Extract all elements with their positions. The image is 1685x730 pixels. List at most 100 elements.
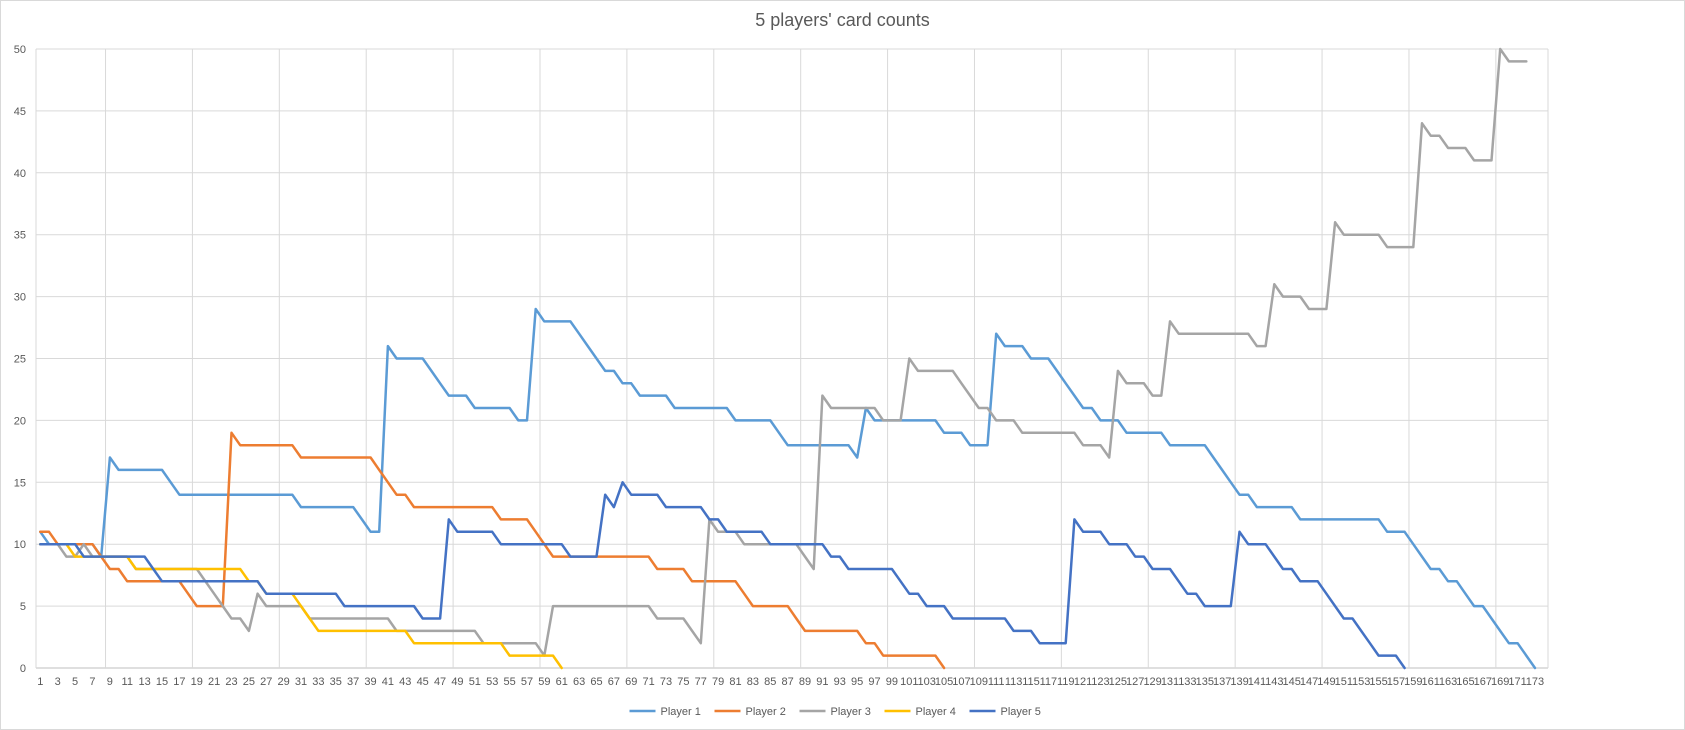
- y-tick-label: 20: [14, 415, 26, 427]
- y-tick-label: 35: [14, 230, 26, 242]
- x-tick-label: 1: [37, 676, 43, 688]
- x-tick-label: 107: [952, 676, 970, 688]
- x-tick-label: 125: [1109, 676, 1127, 688]
- x-tick-label: 49: [451, 676, 463, 688]
- x-tick-label: 75: [677, 676, 689, 688]
- x-tick-label: 155: [1369, 676, 1387, 688]
- x-tick-label: 95: [851, 676, 863, 688]
- y-tick-label: 25: [14, 354, 26, 366]
- x-tick-label: 17: [173, 676, 185, 688]
- x-tick-label: 161: [1422, 676, 1440, 688]
- x-tick-label: 159: [1404, 676, 1422, 688]
- x-tick-label: 15: [156, 676, 168, 688]
- y-tick-label: 10: [14, 539, 26, 551]
- x-tick-label: 173: [1526, 676, 1544, 688]
- x-tick-label: 13: [138, 676, 150, 688]
- y-tick-label: 15: [14, 477, 26, 489]
- x-tick-label: 57: [521, 676, 533, 688]
- x-tick-label: 91: [816, 676, 828, 688]
- x-tick-label: 169: [1491, 676, 1509, 688]
- y-tick-label: 5: [20, 601, 26, 613]
- x-tick-label: 145: [1282, 676, 1300, 688]
- x-tick-label: 67: [608, 676, 620, 688]
- legend-label: Player 4: [916, 706, 956, 718]
- x-tick-label: 87: [782, 676, 794, 688]
- x-tick-label: 111: [988, 676, 1005, 688]
- legend-label: Player 5: [1001, 706, 1041, 718]
- x-tick-label: 119: [1057, 676, 1075, 688]
- x-tick-label: 7: [89, 676, 95, 688]
- legend-label: Player 3: [831, 706, 871, 718]
- series-line: [39, 431, 946, 670]
- x-tick-label: 99: [886, 676, 898, 688]
- x-tick-label: 71: [642, 676, 654, 688]
- series-line: [39, 47, 1528, 657]
- x-tick-label: 33: [312, 676, 324, 688]
- x-tick-label: 47: [434, 676, 446, 688]
- x-tick-label: 121: [1074, 676, 1092, 688]
- x-tick-label: 103: [918, 676, 936, 688]
- x-tick-label: 131: [1161, 676, 1179, 688]
- x-tick-label: 9: [107, 676, 113, 688]
- x-tick-label: 29: [278, 676, 290, 688]
- x-tick-label: 61: [556, 676, 568, 688]
- x-tick-label: 11: [122, 676, 133, 688]
- x-tick-label: 25: [243, 676, 255, 688]
- x-tick-label: 81: [729, 676, 741, 688]
- legend-label: Player 1: [661, 706, 701, 718]
- x-tick-label: 147: [1300, 676, 1318, 688]
- x-tick-label: 73: [660, 676, 672, 688]
- legend-label: Player 2: [746, 706, 786, 718]
- x-tick-label: 19: [191, 676, 203, 688]
- series-line: [39, 307, 1537, 670]
- x-tick-label: 23: [225, 676, 237, 688]
- x-tick-label: 127: [1126, 676, 1144, 688]
- gridlines: [35, 48, 1549, 669]
- legend: Player 1 Player 2 Player 3 Player 4 Player 5: [629, 706, 1041, 718]
- x-tick-label: 83: [747, 676, 759, 688]
- x-tick-label: 39: [364, 676, 376, 688]
- x-tick-label: 157: [1387, 676, 1405, 688]
- x-tick-label: 65: [590, 676, 602, 688]
- x-tick-label: 55: [503, 676, 515, 688]
- x-tick-label: 117: [1040, 676, 1058, 688]
- x-tick-label: 133: [1178, 676, 1196, 688]
- x-tick-label: 59: [538, 676, 550, 688]
- x-tick-label: 79: [712, 676, 724, 688]
- series-line: [39, 481, 1406, 670]
- x-tick-label: 21: [208, 676, 220, 688]
- x-tick-label: 31: [295, 676, 307, 688]
- x-tick-label: 85: [764, 676, 776, 688]
- x-tick-label: 109: [970, 676, 988, 688]
- x-tick-label: 41: [382, 676, 394, 688]
- x-tick-label: 45: [417, 676, 429, 688]
- y-tick-label: 0: [20, 663, 26, 675]
- x-tick-label: 171: [1508, 676, 1526, 688]
- x-tick-label: 129: [1143, 676, 1161, 688]
- x-tick-label: 141: [1248, 676, 1266, 688]
- x-tick-label: 113: [1005, 676, 1023, 688]
- x-tick-label: 143: [1265, 676, 1283, 688]
- x-tick-label: 165: [1456, 676, 1474, 688]
- x-tick-label: 89: [799, 676, 811, 688]
- x-tick-label: 77: [695, 676, 707, 688]
- x-tick-label: 97: [868, 676, 880, 688]
- series-lines: [39, 47, 1537, 670]
- x-tick-label: 137: [1213, 676, 1231, 688]
- x-tick-label: 53: [486, 676, 498, 688]
- x-tick-label: 163: [1439, 676, 1457, 688]
- x-tick-label: 37: [347, 676, 359, 688]
- y-tick-label: 45: [14, 106, 26, 118]
- chart-title: 5 players' card counts: [755, 10, 930, 30]
- x-tick-label: 69: [625, 676, 637, 688]
- x-tick-label: 135: [1196, 676, 1214, 688]
- x-tick-label: 149: [1317, 676, 1335, 688]
- x-tick-label: 27: [260, 676, 272, 688]
- x-tick-label: 123: [1091, 676, 1109, 688]
- x-tick-label: 43: [399, 676, 411, 688]
- x-tick-label: 153: [1352, 676, 1370, 688]
- x-tick-label: 105: [935, 676, 953, 688]
- x-tick-label: 139: [1230, 676, 1248, 688]
